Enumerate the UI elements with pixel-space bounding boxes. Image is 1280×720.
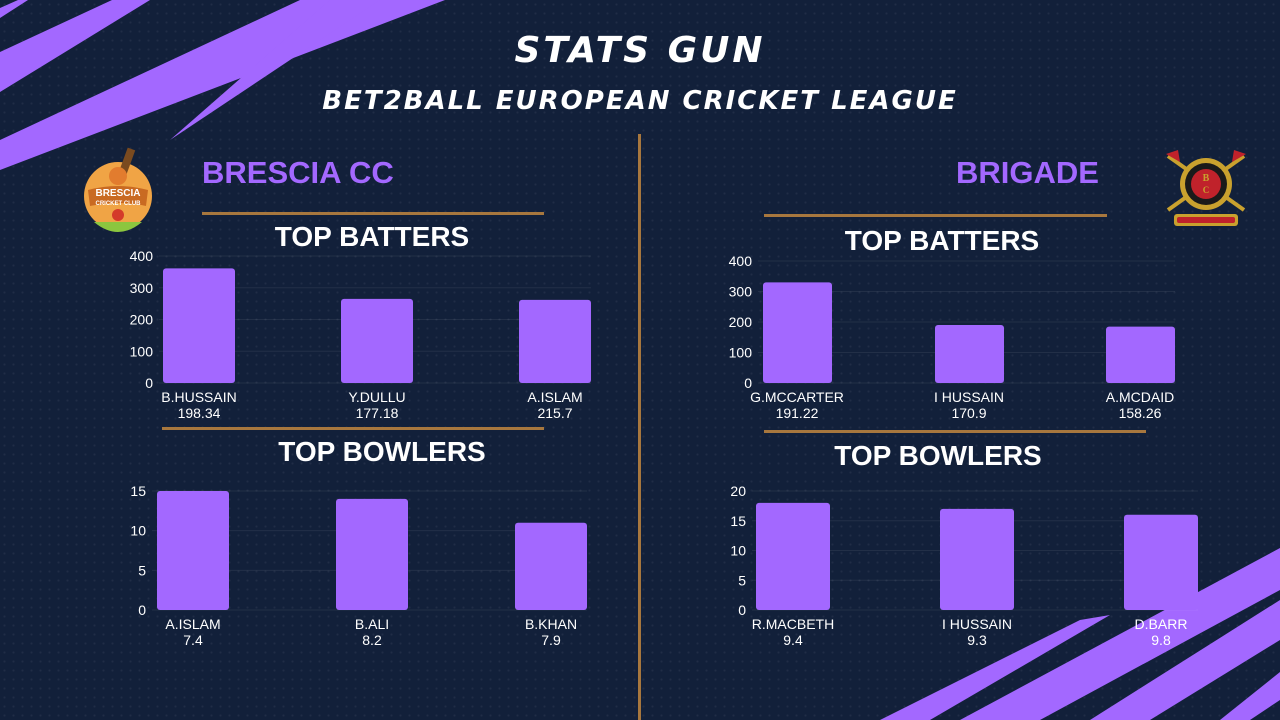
category-label: B.KHAN xyxy=(525,616,577,632)
y-tick-label: 0 xyxy=(145,375,153,391)
y-tick-label: 10 xyxy=(730,543,746,559)
page-title: STATS GUN xyxy=(514,30,766,71)
value-label: 191.22 xyxy=(776,405,819,421)
category-label: G.MCCARTER xyxy=(750,389,844,405)
bar-y-dullu xyxy=(341,298,413,383)
bar-b-khan xyxy=(515,522,587,610)
y-tick-label: 400 xyxy=(729,253,753,269)
value-label: 177.18 xyxy=(356,405,399,421)
bar-a-islam xyxy=(519,299,591,383)
category-label: A.MCDAID xyxy=(1106,389,1174,405)
value-label: 158.26 xyxy=(1119,405,1162,421)
y-tick-label: 0 xyxy=(138,602,146,618)
svg-text:C: C xyxy=(1203,185,1210,195)
page-subtitle: BET2BALL EUROPEAN CRICKET LEAGUE xyxy=(322,86,958,116)
category-label: Y.DULLU xyxy=(348,389,405,405)
bar-i-hussain xyxy=(940,508,1014,610)
value-label: 170.9 xyxy=(951,405,986,421)
y-tick-label: 100 xyxy=(130,343,154,359)
y-tick-label: 0 xyxy=(744,375,752,391)
y-tick-label: 400 xyxy=(130,248,154,264)
bar-a-islam xyxy=(157,491,229,610)
y-tick-label: 300 xyxy=(130,280,154,296)
bar-r-macbeth xyxy=(756,502,830,610)
left-gold-line-mid xyxy=(162,427,544,430)
logo-text-line2: CRICKET CLUB xyxy=(96,201,142,207)
bar-d-barr xyxy=(1124,514,1198,610)
value-label: 9.8 xyxy=(1151,632,1171,648)
value-label: 9.4 xyxy=(783,632,803,648)
brigade-crest-icon: B C xyxy=(1166,150,1246,226)
y-tick-label: 200 xyxy=(729,314,753,330)
bar-g-mccarter xyxy=(763,282,832,383)
y-tick-label: 20 xyxy=(730,483,746,499)
category-label: I HUSSAIN xyxy=(942,616,1012,632)
y-tick-label: 200 xyxy=(130,312,154,328)
left-batters-title: TOP BATTERS xyxy=(274,221,470,252)
y-tick-label: 300 xyxy=(729,284,753,300)
y-tick-label: 5 xyxy=(738,572,746,588)
category-label: A.ISLAM xyxy=(165,616,220,632)
category-label: A.ISLAM xyxy=(527,389,582,405)
y-tick-label: 0 xyxy=(738,602,746,618)
right-batters-title: TOP BATTERS xyxy=(844,225,1040,256)
y-tick-label: 10 xyxy=(130,523,146,539)
value-label: 9.3 xyxy=(967,632,987,648)
bar-b-ali xyxy=(336,498,408,610)
category-label: D.BARR xyxy=(1135,616,1188,632)
left-team-name: BRESCIA CC xyxy=(202,155,394,190)
right-team-name: BRIGADE xyxy=(956,155,1099,190)
value-label: 8.2 xyxy=(362,632,382,648)
value-label: 198.34 xyxy=(178,405,221,421)
bar-i-hussain xyxy=(935,325,1004,383)
logo-text-line1: BRESCIA xyxy=(95,188,140,199)
y-tick-label: 5 xyxy=(138,562,146,578)
y-tick-label: 15 xyxy=(730,513,746,529)
category-label: R.MACBETH xyxy=(752,616,834,632)
right-bowlers-title: TOP BOWLERS xyxy=(834,440,1042,471)
bar-a-mcdaid xyxy=(1106,326,1175,383)
right-gold-line-mid xyxy=(764,430,1146,433)
category-label: B.ALI xyxy=(355,616,389,632)
category-label: B.HUSSAIN xyxy=(161,389,236,405)
center-divider xyxy=(638,134,641,720)
y-tick-label: 100 xyxy=(729,345,753,361)
value-label: 7.9 xyxy=(541,632,561,648)
brescia-logo-icon: BRESCIA CRICKET CLUB xyxy=(84,147,152,232)
bar-b-hussain xyxy=(163,268,235,383)
left-bowlers-title: TOP BOWLERS xyxy=(278,436,486,467)
y-tick-label: 15 xyxy=(130,483,146,499)
value-label: 7.4 xyxy=(183,632,203,648)
value-label: 215.7 xyxy=(537,405,572,421)
left-gold-line-top xyxy=(202,212,544,215)
category-label: I HUSSAIN xyxy=(934,389,1004,405)
right-gold-line-top xyxy=(764,214,1107,217)
svg-text:B: B xyxy=(1203,173,1210,184)
